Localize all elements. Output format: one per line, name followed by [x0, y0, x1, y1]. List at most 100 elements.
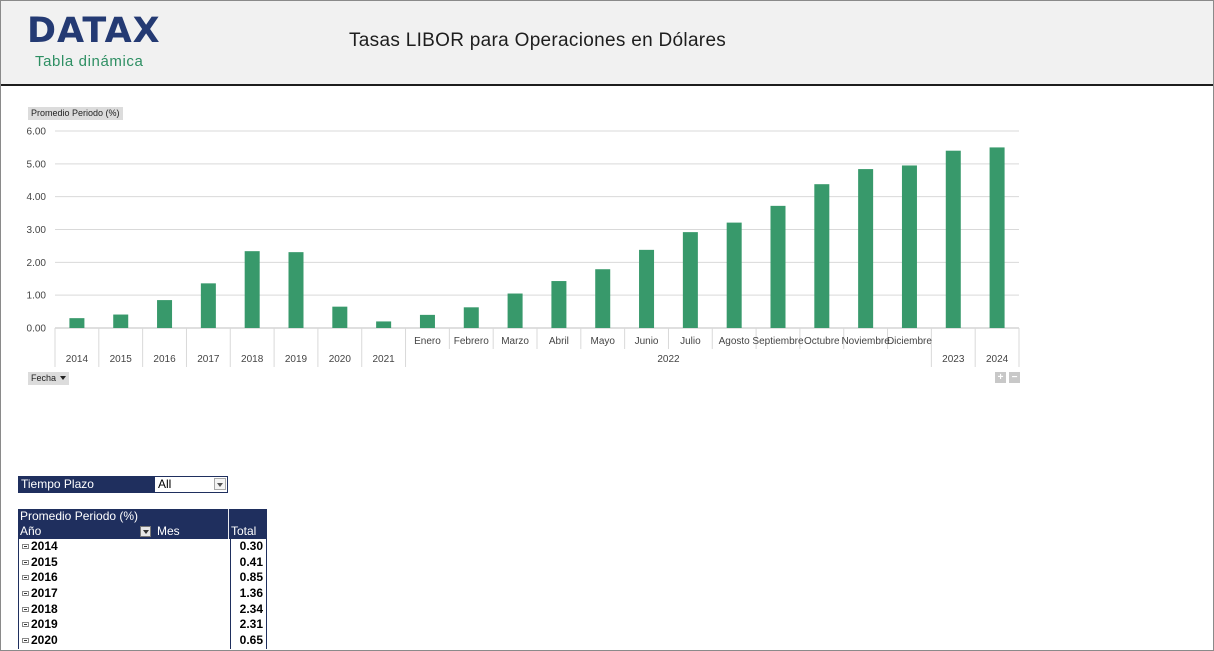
- x-tick-label: 2024: [986, 354, 1009, 365]
- x-tick-label: 2021: [373, 354, 396, 365]
- y-tick-label: 2.00: [27, 258, 47, 269]
- bar: [200, 283, 216, 328]
- x-tick-label: Mayo: [591, 336, 616, 347]
- bar: [989, 147, 1005, 328]
- value-field-label: Promedio Periodo (%): [31, 108, 120, 118]
- bar: [639, 249, 655, 328]
- axis-field-label: Fecha: [31, 373, 57, 383]
- bar: [595, 269, 611, 328]
- bar: [901, 165, 917, 328]
- x-tick-label: Febrero: [454, 336, 489, 347]
- pivot-header-fields: Año Mes Total: [18, 524, 267, 539]
- x-tick-label: Julio: [680, 336, 701, 347]
- x-tick-label: 2020: [329, 354, 352, 365]
- page-title: Tasas LIBOR para Operaciones en Dólares: [349, 30, 727, 51]
- pivot-header-value: Promedio Periodo (%): [18, 509, 267, 524]
- collapse-field-button[interactable]: −: [1009, 372, 1020, 383]
- x-tick-label: 2016: [153, 354, 176, 365]
- expand-collapse-icon[interactable]: [22, 591, 29, 597]
- bar: [332, 306, 348, 328]
- y-tick-label: 3.00: [27, 225, 47, 236]
- report-filter: Tiempo Plazo All: [18, 476, 230, 493]
- bar: [814, 184, 830, 328]
- bar: [244, 251, 260, 328]
- pivot-table: Promedio Periodo (%) Año Mes Total 2014 0…: [18, 509, 267, 649]
- x-tick-label: Octubre: [804, 336, 840, 347]
- y-tick-label: 4.00: [27, 192, 47, 203]
- total-header: Total: [231, 524, 257, 538]
- bar: [463, 307, 479, 328]
- pivot-value-field: Promedio Periodo (%): [20, 509, 139, 523]
- bar: [113, 314, 129, 328]
- table-row: 2018 2.34: [19, 601, 266, 618]
- row-total: 0.85: [239, 570, 263, 585]
- bar: [157, 300, 173, 328]
- pivot-body: 2014 0.30 2015 0.41 2016 0.85 2017 1.36 2018 2.34…: [18, 539, 267, 649]
- filter-value: All: [158, 477, 172, 491]
- row-year: 2014: [31, 539, 58, 553]
- bar: [419, 314, 435, 328]
- bar: [507, 293, 523, 328]
- filter-label: Tiempo Plazo: [18, 476, 157, 493]
- row-total: 0.41: [239, 554, 263, 569]
- expand-collapse-icon[interactable]: [22, 606, 29, 612]
- bar: [945, 150, 961, 328]
- table-row: 2016 0.85: [19, 570, 266, 587]
- x-tick-label: Agosto: [719, 336, 751, 347]
- x-tick-label: Enero: [414, 336, 441, 347]
- y-tick-label: 0.00: [27, 324, 47, 335]
- bar-chart: 0.00 1.00 2.00 3.00 4.00 5.00 6.00 2014 2015 2016…: [27, 127, 1020, 367]
- row-year: 2015: [31, 554, 58, 569]
- column-filter-button[interactable]: [140, 526, 151, 537]
- bar: [551, 281, 567, 328]
- table-row: 2014 0.30: [19, 539, 266, 555]
- value-field-button[interactable]: Promedio Periodo (%): [28, 107, 123, 120]
- bar: [770, 205, 786, 328]
- logo-subtitle: Tabla dinámica: [35, 53, 144, 70]
- table-row: 2017 1.36: [19, 586, 266, 602]
- row-total: 0.65: [239, 633, 263, 648]
- row-year: 2016: [31, 570, 58, 585]
- bar: [288, 252, 304, 328]
- row-year: 2019: [31, 617, 58, 632]
- row-total: 2.34: [239, 601, 263, 616]
- row-total: 0.30: [239, 539, 263, 553]
- expand-collapse-icon[interactable]: [22, 638, 29, 644]
- x-tick-label: Junio: [635, 336, 659, 347]
- row-year: 2017: [31, 586, 58, 601]
- bar: [69, 318, 85, 328]
- dropdown-arrow-icon[interactable]: [214, 478, 226, 490]
- expand-collapse-icon[interactable]: [22, 544, 29, 549]
- x-tick-label: Marzo: [501, 336, 529, 347]
- filter-select[interactable]: All: [154, 476, 228, 493]
- row-year: 2018: [31, 601, 58, 616]
- header-band: DATAX Tabla dinámica Tasas LIBOR para Op…: [1, 1, 1213, 86]
- chevron-down-icon: [60, 376, 67, 380]
- axis-field-button[interactable]: Fecha: [28, 372, 70, 385]
- bar: [376, 321, 392, 328]
- row-year: 2020: [31, 633, 58, 648]
- expand-collapse-icon[interactable]: [22, 559, 29, 565]
- group-label: 2022: [657, 354, 680, 365]
- table-row: 2019 2.31: [19, 617, 266, 634]
- datax-logo: DATAX: [27, 11, 161, 51]
- y-tick-label: 1.00: [27, 291, 47, 302]
- expand-field-button[interactable]: +: [995, 372, 1006, 383]
- expand-collapse-icon[interactable]: [22, 622, 29, 628]
- column-field-label: Mes: [157, 524, 180, 538]
- row-total: 1.36: [239, 586, 263, 601]
- x-tick-label: Diciembre: [887, 336, 932, 347]
- x-tick-label: Abril: [549, 336, 569, 347]
- expand-collapse-icon[interactable]: [22, 575, 29, 581]
- x-tick-label: 2017: [197, 354, 220, 365]
- row-field-label: Año: [20, 524, 42, 538]
- table-row: 2015 0.41: [19, 554, 266, 571]
- y-tick-label: 5.00: [27, 159, 47, 170]
- x-tick-label: 2015: [110, 354, 133, 365]
- table-row: 2020 0.65: [19, 633, 266, 649]
- x-tick-label: 2018: [241, 354, 264, 365]
- x-tick-label: Septiembre: [752, 336, 804, 347]
- bar: [726, 222, 742, 328]
- x-tick-label: Noviembre: [841, 336, 890, 347]
